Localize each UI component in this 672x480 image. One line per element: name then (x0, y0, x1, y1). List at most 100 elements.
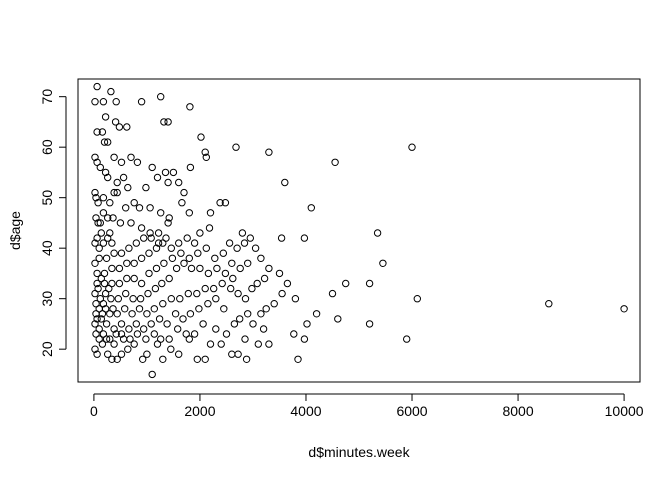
data-point (112, 98, 120, 106)
data-point (143, 350, 151, 358)
data-point (222, 330, 231, 338)
data-point (109, 214, 117, 222)
data-point (113, 310, 121, 318)
data-point (260, 274, 269, 283)
data-point (155, 315, 164, 323)
data-point (95, 244, 103, 252)
x-axis: 0 2000 4000 6000 8000 10000 (90, 393, 644, 419)
data-point (119, 173, 128, 182)
data-point (108, 264, 116, 273)
data-point (93, 82, 101, 91)
data-point (186, 103, 194, 111)
data-point (137, 279, 146, 288)
x-tick-label: 10000 (605, 403, 644, 419)
data-point (373, 229, 382, 237)
data-point (379, 259, 387, 267)
data-point (212, 325, 220, 333)
data-point (228, 350, 236, 358)
data-point (129, 295, 137, 303)
data-point (265, 148, 273, 156)
data-point (110, 249, 118, 257)
data-point (236, 315, 244, 323)
data-point (104, 214, 112, 222)
data-point (213, 264, 221, 273)
data-point (164, 118, 172, 126)
data-point (234, 289, 242, 298)
data-point (104, 350, 112, 358)
data-point (124, 345, 132, 353)
data-point (278, 289, 286, 298)
x-tick-label: 2000 (184, 403, 215, 419)
data-point (148, 163, 156, 172)
data-point (206, 340, 215, 348)
data-point (133, 330, 142, 338)
y-tick-label: 20 (39, 341, 55, 357)
data-point (182, 330, 190, 338)
data-point (93, 158, 101, 167)
data-point (145, 249, 153, 257)
data-point (115, 264, 124, 273)
data-point (117, 320, 126, 328)
data-point (154, 239, 163, 247)
data-point (154, 229, 163, 237)
data-point (205, 224, 214, 232)
data-point (202, 153, 211, 162)
data-point (185, 209, 194, 217)
data-point (307, 204, 315, 212)
data-point (97, 315, 106, 323)
data-point (403, 335, 411, 343)
data-point (246, 234, 255, 242)
data-point (167, 244, 176, 252)
data-point (172, 264, 181, 273)
data-point (175, 178, 183, 187)
data-point (94, 199, 102, 207)
data-point (153, 173, 162, 182)
data-point (93, 128, 101, 136)
data-point (111, 118, 120, 126)
data-point (294, 355, 302, 363)
data-point (96, 219, 105, 227)
data-point (265, 340, 273, 348)
data-point (244, 310, 252, 318)
data-point (174, 325, 182, 333)
data-point (193, 289, 201, 298)
data-point (196, 229, 204, 237)
data-point (197, 133, 205, 141)
data-point (135, 305, 144, 313)
data-point (201, 148, 209, 156)
data-point (121, 305, 129, 313)
data-point (218, 279, 226, 288)
data-point (204, 300, 212, 308)
data-point (96, 295, 105, 303)
data-point (281, 178, 289, 187)
data-point (225, 239, 234, 247)
data-point (98, 128, 107, 136)
data-point (95, 305, 103, 313)
data-point (232, 143, 240, 151)
data-point (91, 153, 99, 162)
data-point (127, 219, 135, 227)
data-point (186, 163, 195, 172)
data-point (162, 234, 170, 242)
data-point (216, 199, 224, 207)
data-point (97, 229, 106, 237)
data-point (248, 284, 256, 293)
data-point (145, 269, 153, 278)
data-point (91, 188, 99, 197)
data-point (283, 279, 292, 288)
x-tick-label: 6000 (396, 403, 427, 419)
data-point (123, 274, 131, 283)
data-point (259, 325, 268, 333)
data-point (147, 320, 155, 328)
y-axis: 20 30 40 50 60 70 (39, 89, 67, 357)
data-point (212, 295, 220, 303)
data-point (135, 204, 144, 212)
data-point (110, 325, 118, 333)
data-point (117, 350, 126, 358)
data-point (93, 315, 101, 323)
data-point (201, 284, 209, 293)
data-point (136, 295, 145, 303)
data-point (99, 194, 108, 202)
x-tick-label: 8000 (502, 403, 533, 419)
